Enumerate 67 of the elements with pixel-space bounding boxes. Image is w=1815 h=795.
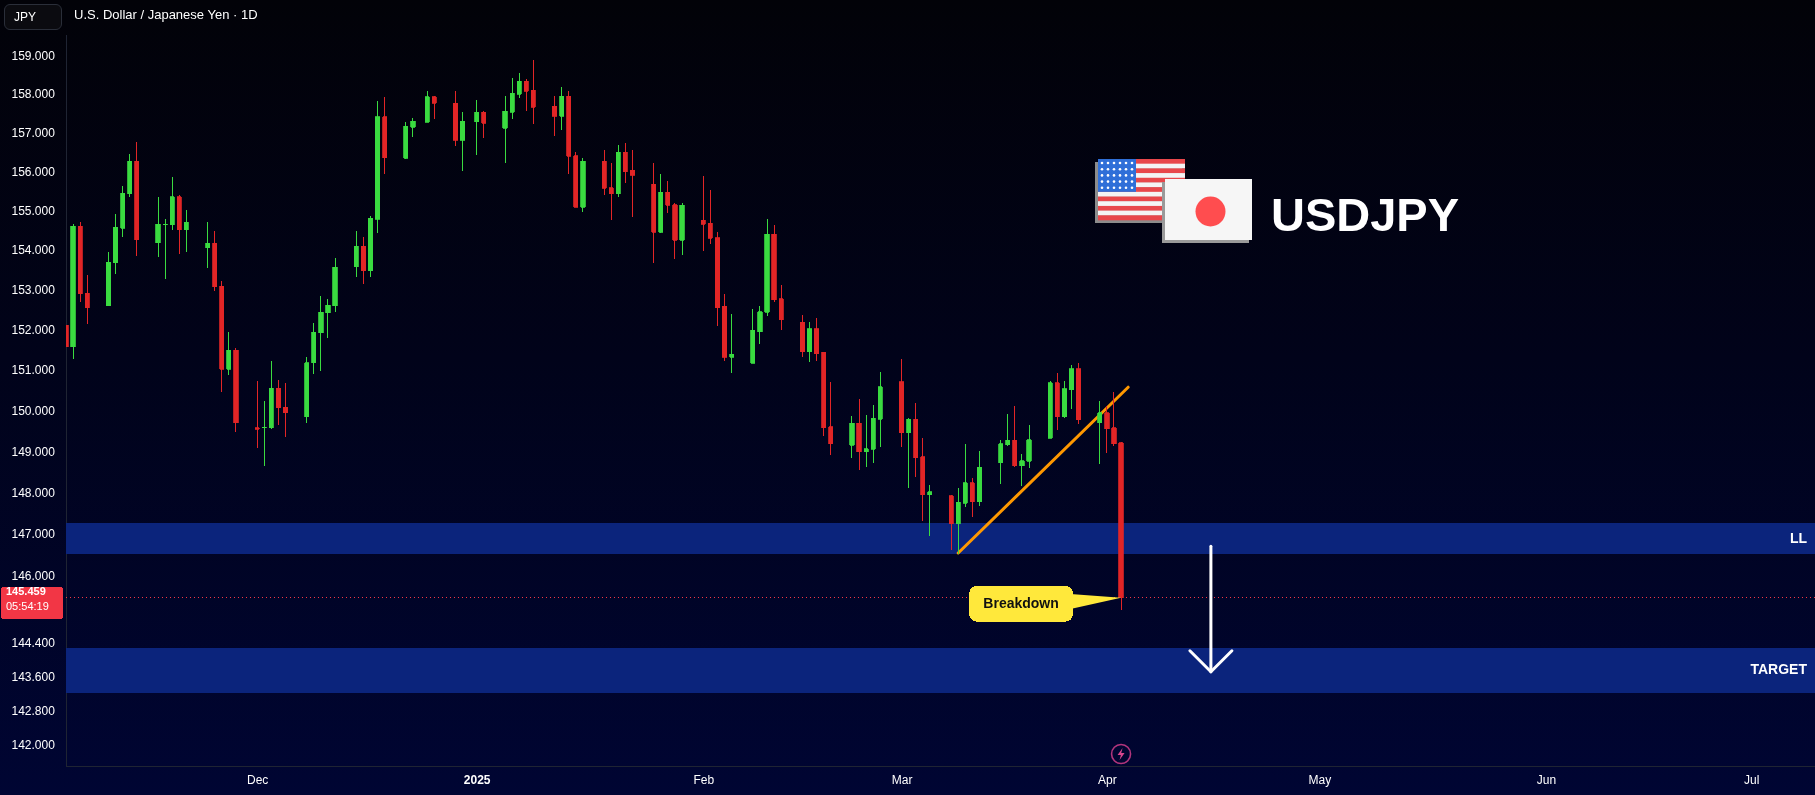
- y-tick-label: 148.000: [11, 485, 56, 500]
- x-tick-label: Jul: [1744, 772, 1760, 787]
- annotation: USDJPY: [1271, 188, 1460, 241]
- candlestick: [707, 189, 713, 245]
- candlestick: [927, 484, 933, 537]
- candlestick: [254, 380, 260, 449]
- x-tick-label: 2025: [463, 772, 491, 787]
- y-tick-label: 156.000: [11, 164, 56, 179]
- band-label: TARGET: [1750, 661, 1808, 678]
- candlestick: [1069, 364, 1074, 410]
- y-tick-label: 152.000: [11, 323, 56, 338]
- candlestick: [807, 321, 812, 363]
- symbol-field: JPY: [4, 4, 62, 30]
- candlestick: [183, 209, 189, 253]
- candlestick: [629, 149, 635, 218]
- x-tick-label: May: [1308, 772, 1332, 787]
- y-tick-label: 143.600: [11, 669, 56, 684]
- x-tick-label: Dec: [247, 772, 269, 787]
- x-tick-label: Jun: [1536, 772, 1557, 787]
- x-tick-label: Mar: [891, 772, 913, 787]
- candlestick: [729, 313, 735, 374]
- y-tick-label: 144.400: [11, 635, 56, 650]
- candlestick: [261, 400, 267, 467]
- candlestick: [460, 111, 466, 172]
- candlestick: [275, 379, 281, 426]
- candlestick: [622, 142, 628, 184]
- candlestick: [1097, 400, 1103, 465]
- candlestick: [906, 417, 912, 489]
- candlestick: [559, 86, 565, 131]
- candlestick: [998, 439, 1004, 485]
- y-tick-label: 157.000: [11, 125, 56, 140]
- y-tick-label: 142.000: [11, 737, 56, 752]
- candlestick: [828, 381, 834, 456]
- y-tick-label: 151.000: [11, 363, 56, 378]
- candlestick: [353, 230, 359, 278]
- y-tick-label: 155.000: [11, 203, 56, 218]
- y-tick-label: 147.000: [11, 527, 56, 541]
- annotation: Breakdown: [983, 594, 1059, 611]
- candlestick: [481, 110, 487, 139]
- y-tick-label: 153.000: [11, 283, 56, 298]
- band-label: LL: [1789, 529, 1808, 546]
- text: 05:54:19: [6, 599, 49, 612]
- x-tick-label: Feb: [693, 772, 715, 787]
- candlestick: [530, 59, 536, 125]
- y-tick-label: 154.000: [11, 243, 56, 258]
- candlestick: [226, 331, 232, 376]
- candlestick: [969, 477, 975, 518]
- y-tick-label: 159.000: [11, 48, 56, 63]
- ref-line-label: 145.459: [6, 584, 46, 597]
- y-tick-label: 142.800: [11, 703, 56, 718]
- candlestick: [962, 443, 968, 508]
- y-tick-label: 146.000: [11, 568, 56, 583]
- candlestick: [205, 221, 211, 269]
- y-tick-label: 149.000: [11, 444, 56, 459]
- chart-title: U.S. Dollar / Japanese Yen · 1D: [74, 7, 258, 22]
- candlestick: [283, 382, 289, 438]
- candlestick: [431, 95, 437, 120]
- candlestick: [523, 78, 529, 112]
- candlestick: [474, 99, 480, 156]
- candlestick: [849, 415, 855, 459]
- x-tick-label: Apr: [1098, 772, 1117, 787]
- candlestick: [955, 487, 961, 555]
- candlestick: [552, 95, 558, 137]
- candlestick: [700, 175, 706, 252]
- y-tick-label: 150.000: [11, 403, 56, 418]
- y-tick-label: 158.000: [11, 87, 56, 102]
- candlestick: [1005, 413, 1011, 447]
